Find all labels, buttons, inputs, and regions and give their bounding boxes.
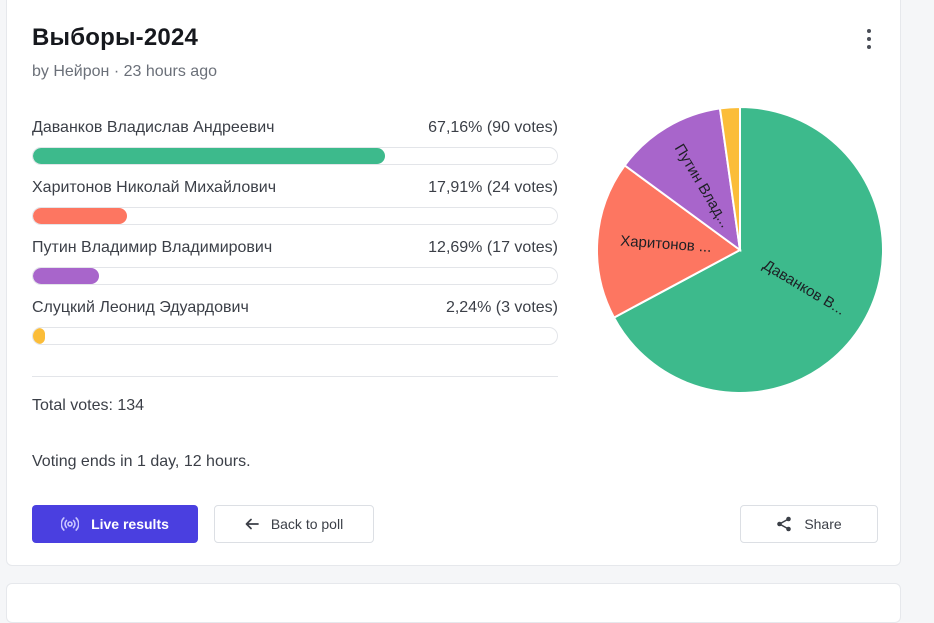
pie-slice [612,107,884,394]
progress-bar-track [32,327,558,345]
poll-meta: by Нейрон · 23 hours ago [32,63,217,80]
pie-slice [718,107,741,251]
pie-slice [596,164,742,319]
arrow-left-icon [245,518,259,530]
voting-ends: Voting ends in 1 day, 12 hours. [32,453,251,470]
option-result: Харитонов Николай Михайлович 17,91% (24 … [32,178,558,225]
option-label: Путин Владимир Владимирович [32,239,273,256]
share-icon [776,516,792,532]
progress-bar-fill [33,328,46,344]
total-votes: Total votes: 134 [32,397,145,414]
pie-slice-label: Харитонов ... [620,233,712,256]
progress-bar-fill [33,208,127,224]
poll-title: Выборы-2024 [32,24,199,51]
progress-bar-track [32,147,558,165]
progress-bar-track [32,207,558,225]
progress-bar-fill [33,268,100,284]
option-label: Харитонов Николай Михайлович [32,179,277,196]
progress-bar-fill [33,148,385,164]
back-to-poll-button[interactable]: Back to poll [214,505,374,543]
option-percentage: 17,91% (24 votes) [428,179,558,196]
back-to-poll-label: Back to poll [270,516,344,532]
kebab-menu-icon[interactable] [862,29,876,49]
broadcast-icon [61,517,80,531]
option-percentage: 12,69% (17 votes) [428,239,558,256]
divider [32,376,558,377]
share-label: Share [804,516,842,532]
option-result: Путин Владимир Владимирович 12,69% (17 v… [32,238,558,285]
option-percentage: 67,16% (90 votes) [428,119,558,136]
option-result: Даванков Владислав Андреевич 67,16% (90 … [32,118,558,165]
poll-results-card: Выборы-2024 by Нейрон · 23 hours ago Дав… [6,0,901,566]
option-label: Слуцкий Леонид Эдуардович [32,299,249,316]
live-results-label: Live results [91,516,169,532]
share-button[interactable]: Share [740,505,878,543]
live-results-button[interactable]: Live results [32,505,198,543]
results-pie-chart: Даванков В...Харитонов ...Путин Влад... [596,107,884,394]
next-card [6,583,901,623]
option-percentage: 2,24% (3 votes) [445,299,558,316]
option-result: Слуцкий Леонид Эдуардович 2,24% (3 votes… [32,298,558,345]
option-label: Даванков Владислав Андреевич [32,119,275,136]
progress-bar-track [32,267,558,285]
pie-slice [623,107,742,253]
